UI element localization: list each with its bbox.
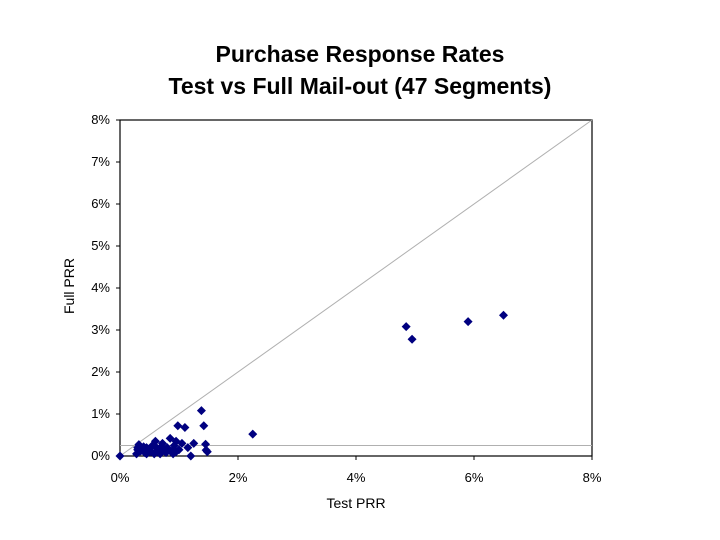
data-point	[150, 436, 160, 446]
x-tick-label: 6%	[465, 470, 484, 485]
y-tick-label: 3%	[91, 322, 110, 337]
data-point	[407, 334, 417, 344]
x-tick-label: 2%	[229, 470, 248, 485]
y-tick-label: 6%	[91, 196, 110, 211]
y-tick-label: 7%	[91, 154, 110, 169]
y-tick-label: 5%	[91, 238, 110, 253]
x-tick-label: 8%	[583, 470, 602, 485]
data-point	[174, 445, 184, 455]
data-point	[199, 421, 209, 431]
y-tick-label: 1%	[91, 406, 110, 421]
y-tick-label: 2%	[91, 364, 110, 379]
data-point	[115, 451, 125, 461]
y-axis-ticks: 0% 1% 2% 3% 4% 5% 6% 7% 8%	[91, 112, 120, 463]
reference-line-diagonal	[119, 119, 593, 457]
x-tick-label: 4%	[347, 470, 366, 485]
data-point	[183, 443, 193, 453]
x-axis-label: Test PRR	[326, 495, 385, 511]
data-point	[201, 439, 211, 449]
data-points	[115, 310, 508, 461]
data-point	[155, 449, 165, 459]
chart-title: Purchase Response Rates Test vs Full Mai…	[0, 38, 720, 102]
reference-lines	[119, 119, 593, 457]
data-point	[186, 451, 196, 461]
data-point	[202, 447, 212, 457]
chart-title-line-2: Test vs Full Mail-out (47 Segments)	[168, 73, 552, 99]
data-point	[196, 406, 206, 416]
data-point	[142, 449, 152, 459]
y-tick-label: 8%	[91, 112, 110, 127]
y-tick-label: 0%	[91, 448, 110, 463]
y-axis-label: Full PRR	[61, 258, 77, 314]
y-tick-label: 4%	[91, 280, 110, 295]
data-point	[133, 445, 143, 455]
data-point	[463, 317, 473, 327]
data-point	[401, 322, 411, 332]
chart-title-line-1: Purchase Response Rates	[215, 41, 505, 67]
data-point	[171, 436, 181, 446]
x-tick-label: 0%	[111, 470, 130, 485]
x-axis-ticks: 0% 2% 4% 6% 8%	[111, 456, 602, 485]
data-point	[173, 421, 183, 431]
data-point	[248, 429, 258, 439]
data-point	[163, 445, 173, 455]
data-point	[180, 422, 190, 432]
data-point	[499, 310, 508, 320]
data-point	[189, 438, 199, 448]
